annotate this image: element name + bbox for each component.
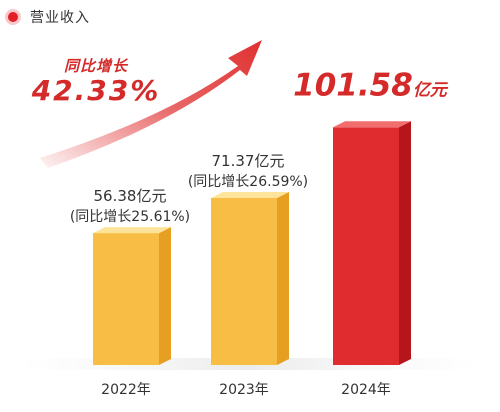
growth-callout-label: 同比增长 bbox=[63, 57, 128, 75]
chart-title: 营业收入 bbox=[30, 10, 90, 26]
bar-top-1 bbox=[211, 191, 289, 198]
bar-top-2 bbox=[333, 121, 411, 128]
bar-side-2 bbox=[399, 121, 411, 366]
bar-value-label: 56.38亿元 bbox=[94, 187, 167, 205]
bar-value-label: 71.37亿元 bbox=[212, 152, 285, 170]
bar-1 bbox=[211, 197, 277, 365]
x-tick-label: 2024年 bbox=[341, 382, 391, 398]
x-tick-label: 2023年 bbox=[219, 382, 269, 398]
bar-top-0 bbox=[93, 227, 171, 234]
growth-arrow-icon bbox=[40, 40, 262, 168]
bar-side-1 bbox=[277, 191, 289, 365]
bar-2 bbox=[333, 127, 399, 366]
bars-layer bbox=[93, 121, 411, 366]
chart-header: 营业收入 bbox=[8, 5, 90, 29]
labels-layer: 56.38亿元 (同比增长25.61%) 71.37亿元 (同比增长26.59%) 10… bbox=[70, 67, 449, 225]
bar-side-0 bbox=[159, 227, 171, 365]
x-tick-label: 2022年 bbox=[101, 382, 151, 398]
x-axis-ticks: 2022年 2023年 2024年 bbox=[101, 382, 391, 398]
bar-growth-label: (同比增长25.61%) bbox=[70, 209, 190, 225]
growth-callout: 同比增长 42.33% bbox=[6, 55, 186, 105]
bullet-dot-icon bbox=[8, 12, 18, 22]
bar-value-label: 101.58亿元 bbox=[293, 67, 449, 103]
growth-callout-value: 42.33% bbox=[31, 74, 161, 107]
bar-growth-label: (同比增长26.59%) bbox=[188, 174, 308, 190]
bar-0 bbox=[93, 233, 159, 365]
